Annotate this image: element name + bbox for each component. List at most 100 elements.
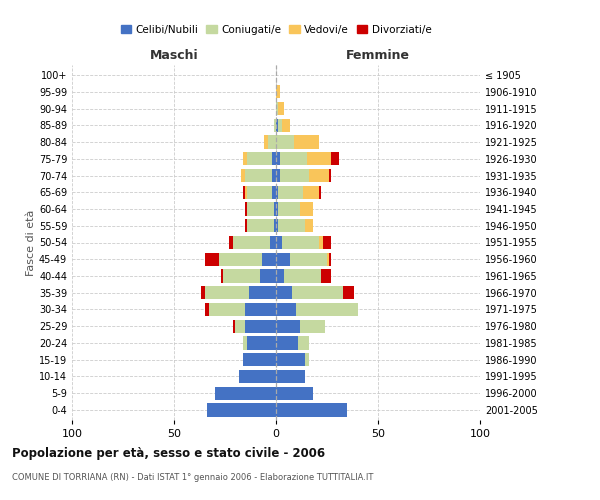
Bar [244, 152, 247, 166]
Bar [290, 252, 327, 266]
Bar [327, 252, 329, 266]
Bar [260, 270, 276, 282]
Bar [270, 236, 276, 249]
Bar [280, 169, 308, 182]
Bar [247, 336, 276, 349]
Bar [247, 186, 272, 199]
Bar [233, 320, 235, 333]
Y-axis label: Fasce di età: Fasce di età [26, 210, 36, 276]
Bar [276, 336, 298, 349]
Bar [272, 169, 276, 182]
Bar [276, 286, 292, 300]
Bar [276, 202, 278, 215]
Bar [329, 252, 331, 266]
Bar [319, 236, 323, 249]
Bar [245, 202, 247, 215]
Bar [264, 136, 268, 148]
Bar [276, 152, 280, 166]
Bar [276, 118, 278, 132]
Bar [276, 236, 282, 249]
Bar [301, 320, 325, 333]
Bar [298, 336, 308, 349]
Bar [229, 236, 233, 249]
Bar [284, 270, 321, 282]
Bar [278, 102, 284, 115]
Bar [323, 236, 331, 249]
Bar [278, 202, 301, 215]
Bar [276, 186, 278, 199]
Bar [278, 219, 305, 232]
Bar [276, 320, 301, 333]
Bar [301, 202, 313, 215]
Bar [282, 236, 319, 249]
Bar [223, 270, 260, 282]
Bar [305, 219, 313, 232]
Bar [305, 353, 308, 366]
Bar [278, 186, 302, 199]
Bar [247, 219, 274, 232]
Bar [321, 270, 331, 282]
Bar [221, 270, 223, 282]
Bar [205, 303, 209, 316]
Bar [244, 336, 247, 349]
Bar [331, 152, 339, 166]
Bar [276, 219, 278, 232]
Bar [206, 404, 276, 416]
Bar [276, 85, 280, 98]
Bar [247, 152, 272, 166]
Bar [276, 386, 313, 400]
Bar [244, 353, 276, 366]
Bar [215, 386, 276, 400]
Bar [245, 303, 276, 316]
Bar [276, 370, 305, 383]
Bar [282, 118, 290, 132]
Bar [276, 353, 305, 366]
Bar [296, 303, 358, 316]
Bar [329, 169, 331, 182]
Bar [295, 136, 319, 148]
Text: Popolazione per età, sesso e stato civile - 2006: Popolazione per età, sesso e stato civil… [12, 448, 325, 460]
Text: COMUNE DI TORRIANA (RN) - Dati ISTAT 1° gennaio 2006 - Elaborazione TUTTITALIA.I: COMUNE DI TORRIANA (RN) - Dati ISTAT 1° … [12, 472, 373, 482]
Bar [272, 152, 276, 166]
Bar [276, 169, 280, 182]
Bar [274, 219, 276, 232]
Bar [219, 252, 262, 266]
Bar [205, 286, 250, 300]
Bar [239, 370, 276, 383]
Bar [319, 186, 321, 199]
Bar [233, 236, 270, 249]
Bar [250, 286, 276, 300]
Bar [245, 219, 247, 232]
Bar [245, 186, 247, 199]
Bar [274, 202, 276, 215]
Bar [235, 320, 245, 333]
Bar [278, 118, 282, 132]
Bar [262, 252, 276, 266]
Bar [308, 169, 329, 182]
Bar [280, 152, 307, 166]
Bar [343, 286, 353, 300]
Bar [274, 118, 276, 132]
Bar [276, 102, 278, 115]
Bar [200, 286, 205, 300]
Bar [209, 303, 245, 316]
Bar [245, 320, 276, 333]
Bar [205, 252, 219, 266]
Bar [247, 202, 274, 215]
Bar [276, 270, 284, 282]
Bar [276, 252, 290, 266]
Bar [276, 303, 296, 316]
Bar [241, 169, 245, 182]
Bar [276, 404, 347, 416]
Text: Femmine: Femmine [346, 50, 410, 62]
Bar [244, 186, 245, 199]
Bar [302, 186, 319, 199]
Bar [292, 286, 343, 300]
Bar [268, 136, 276, 148]
Bar [272, 186, 276, 199]
Bar [245, 169, 272, 182]
Bar [276, 136, 295, 148]
Bar [307, 152, 331, 166]
Text: Maschi: Maschi [149, 50, 199, 62]
Legend: Celibi/Nubili, Coniugati/e, Vedovi/e, Divorziati/e: Celibi/Nubili, Coniugati/e, Vedovi/e, Di… [116, 20, 436, 39]
